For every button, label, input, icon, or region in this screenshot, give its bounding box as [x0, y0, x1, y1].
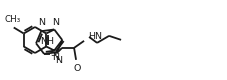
- Text: N: N: [52, 18, 59, 26]
- Text: NH: NH: [40, 37, 54, 46]
- Text: CH₃: CH₃: [5, 14, 21, 24]
- Text: N: N: [52, 54, 59, 62]
- Text: HN: HN: [88, 32, 102, 41]
- Text: S: S: [50, 49, 56, 58]
- Text: O: O: [73, 64, 81, 73]
- Text: N: N: [38, 18, 45, 27]
- Text: N: N: [55, 56, 62, 65]
